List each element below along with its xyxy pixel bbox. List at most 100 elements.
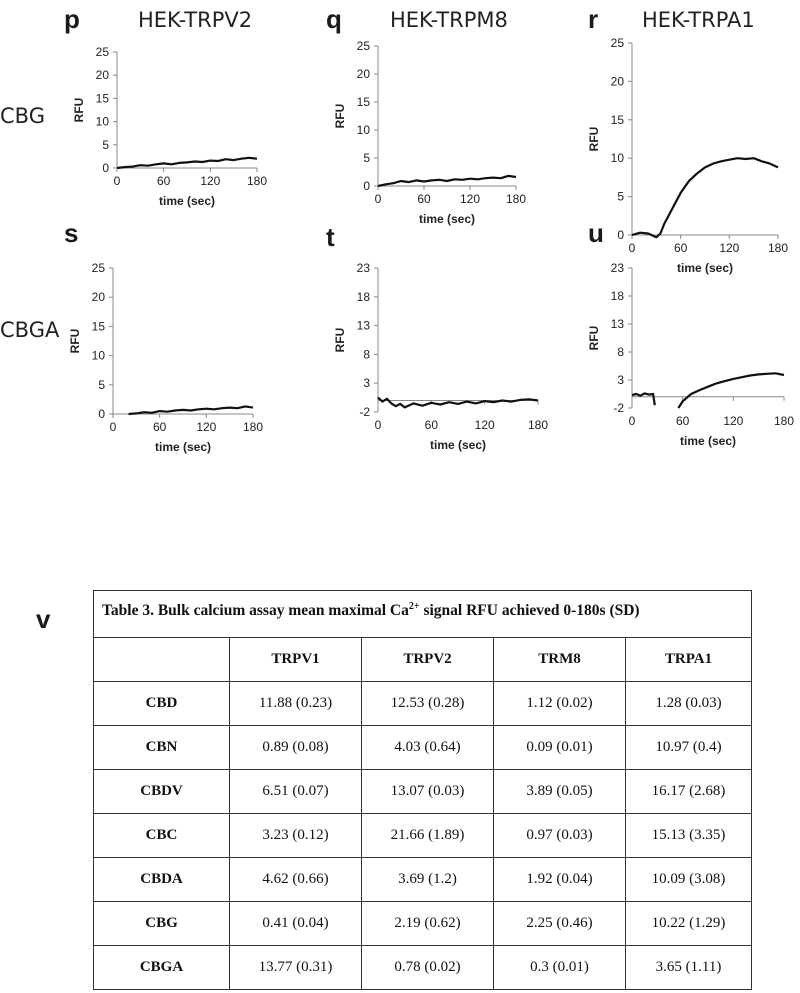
- series-line: [116, 156, 258, 170]
- panel-title-q: HEK-TRPM8: [390, 8, 508, 32]
- table-cell: 3.69 (1.2): [361, 857, 494, 902]
- y-axis-label: RFU: [333, 104, 347, 129]
- y-tick-label: 20: [96, 68, 110, 82]
- table-cell: 3.65 (1.11): [625, 945, 752, 990]
- y-tick-label: 15: [96, 91, 110, 105]
- y-tick-label: 10: [96, 115, 110, 129]
- y-tick-label: 10: [611, 151, 625, 165]
- chart-q: 0 5 10 15 20 25 0 60 120 180 time (sec) RFU: [333, 39, 526, 226]
- x-axis-label: time (sec): [680, 434, 736, 448]
- table-row-label: CBD: [93, 681, 230, 726]
- table-row: CBN 0.89 (0.08) 4.03 (0.64) 0.09 (0.01) …: [93, 725, 752, 770]
- table-header-row: TRPV1 TRPV2 TRM8 TRPA1: [93, 637, 752, 682]
- table-cell: 4.62 (0.66): [229, 857, 362, 902]
- table-row: CBD 11.88 (0.23) 12.53 (0.28) 1.12 (0.02…: [93, 681, 752, 726]
- x-axis-label: time (sec): [677, 261, 733, 275]
- chart-r: 0 5 10 15 20 25 0 60 120 180 time (sec) RFU: [587, 36, 788, 275]
- y-tick-label: 15: [611, 113, 625, 127]
- table-caption-text-end: signal RFU achieved 0-180s (SD): [419, 602, 640, 620]
- table-row-label: CBG: [93, 901, 230, 946]
- y-tick-label: 25: [611, 36, 625, 50]
- x-tick-label: 0: [114, 174, 121, 188]
- panel-letter-r: r: [588, 4, 599, 34]
- table-header-blank: [93, 637, 230, 682]
- table-row: CBGA 13.77 (0.31) 0.78 (0.02) 0.3 (0.01)…: [93, 945, 752, 990]
- x-tick-label: 120: [200, 174, 220, 188]
- y-tick-label: 15: [92, 319, 106, 333]
- y-tick-label: 8: [363, 347, 370, 361]
- y-tick-label: 15: [357, 95, 371, 109]
- x-tick-label: 60: [157, 174, 171, 188]
- table-cell: 6.51 (0.07): [229, 769, 362, 814]
- y-tick-label: -2: [359, 405, 370, 419]
- table-cell: 0.3 (0.01): [493, 945, 626, 990]
- x-tick-label: 180: [247, 174, 267, 188]
- results-table: Table 3. Bulk calcium assay mean maximal…: [93, 590, 752, 990]
- panel-title-p: HEK-TRPV2: [138, 8, 253, 32]
- y-tick-label: 20: [357, 67, 371, 81]
- table-caption-text: Table 3. Bulk calcium assay mean maximal…: [102, 602, 409, 620]
- x-tick-label: 0: [629, 414, 636, 428]
- y-tick-label: 3: [363, 376, 370, 390]
- table-header-trpv1: TRPV1: [229, 637, 362, 682]
- table-cell: 0.78 (0.02): [361, 945, 494, 990]
- x-tick-label: 180: [768, 241, 788, 255]
- table-cell: 3.23 (0.12): [229, 813, 362, 858]
- y-tick-label: 5: [98, 378, 105, 392]
- table-cell: 0.89 (0.08): [229, 725, 362, 770]
- x-axis-label: time (sec): [159, 194, 215, 208]
- series-line: [377, 396, 539, 409]
- y-tick-label: 23: [357, 261, 371, 275]
- y-tick-label: 20: [611, 74, 625, 88]
- x-tick-label: 180: [528, 418, 548, 432]
- table-cell: 13.07 (0.03): [361, 769, 494, 814]
- x-tick-label: 120: [723, 414, 743, 428]
- y-tick-label: 0: [363, 179, 370, 193]
- y-tick-label: 0: [617, 228, 624, 242]
- table-cell: 16.17 (2.68): [625, 769, 752, 814]
- row-label-cbg: CBG: [0, 104, 45, 128]
- table-cell: 13.77 (0.31): [229, 945, 362, 990]
- table-cell: 0.41 (0.04): [229, 901, 362, 946]
- table-header-trm8: TRM8: [493, 637, 626, 682]
- x-tick-label: 0: [375, 418, 382, 432]
- x-tick-label: 60: [674, 241, 688, 255]
- x-tick-label: 180: [243, 420, 263, 434]
- row-label-cbga: CBGA: [0, 318, 60, 342]
- table-cell: 0.09 (0.01): [493, 725, 626, 770]
- y-tick-label: 10: [357, 123, 371, 137]
- y-tick-label: 13: [611, 317, 625, 331]
- table-cell: 2.19 (0.62): [361, 901, 494, 946]
- series-line: [631, 392, 656, 406]
- chart-u: -2 3 8 13 18 23 0 60 120 180 time (sec) RFU: [587, 261, 794, 448]
- series-line: [631, 157, 779, 239]
- table-caption-superscript: 2+: [408, 601, 420, 612]
- x-axis-label: time (sec): [430, 438, 486, 452]
- y-tick-label: 5: [363, 151, 370, 165]
- y-tick-label: 8: [617, 345, 624, 359]
- table-cell: 10.97 (0.4): [625, 725, 752, 770]
- y-tick-label: 23: [611, 261, 625, 275]
- table-cell: 1.92 (0.04): [493, 857, 626, 902]
- x-tick-label: 60: [676, 414, 690, 428]
- y-axis-label: RFU: [333, 328, 347, 353]
- x-tick-label: 0: [375, 192, 382, 206]
- panel-letter-p: p: [64, 4, 80, 34]
- series-line: [128, 405, 254, 416]
- table-cell: 3.89 (0.05): [493, 769, 626, 814]
- results-table-container: Table 3. Bulk calcium assay mean maximal…: [93, 590, 752, 990]
- table-row: CBDA 4.62 (0.66) 3.69 (1.2) 1.92 (0.04) …: [93, 857, 752, 902]
- table-cell: 1.12 (0.02): [493, 681, 626, 726]
- table-row-label: CBDV: [93, 769, 230, 814]
- y-axis-label: RFU: [587, 127, 601, 152]
- y-tick-label: 20: [92, 290, 106, 304]
- table-row: CBC 3.23 (0.12) 21.66 (1.89) 0.97 (0.03)…: [93, 813, 752, 858]
- table-row-label: CBGA: [93, 945, 230, 990]
- table-row-label: CBDA: [93, 857, 230, 902]
- y-axis-label: RFU: [72, 98, 86, 123]
- panel-title-r: HEK-TRPA1: [642, 8, 755, 32]
- table-cell: 11.88 (0.23): [229, 681, 362, 726]
- chart-t: -2 3 8 13 18 23 0 60 120 180 time (sec) RFU: [333, 261, 548, 452]
- y-tick-label: 10: [92, 349, 106, 363]
- x-tick-label: 120: [719, 241, 739, 255]
